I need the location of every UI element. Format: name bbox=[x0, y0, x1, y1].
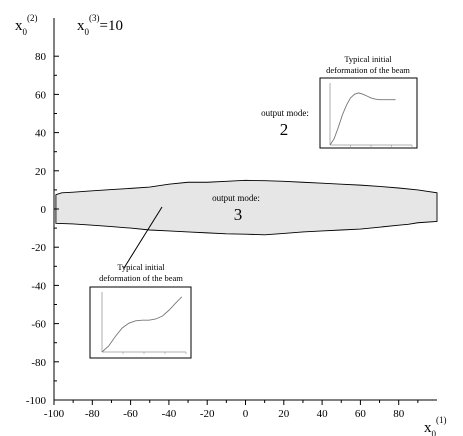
y-tick-label: 20 bbox=[35, 166, 47, 178]
x-tick-label: 40 bbox=[317, 408, 329, 420]
x-ticks: -100 -80 -60 -40 -20 0 20 40 60 80 bbox=[44, 400, 419, 420]
inset-lower-title-1: Typical initial bbox=[117, 262, 165, 272]
y-tick-label: -80 bbox=[31, 357, 46, 369]
x-tick-label: 20 bbox=[278, 408, 290, 420]
inset-upper-curve bbox=[329, 92, 396, 146]
mode2-caption: output mode: bbox=[261, 108, 309, 118]
x-tick-label: -100 bbox=[44, 408, 65, 420]
inset-lower-curve bbox=[101, 296, 183, 353]
y-tick-label: 80 bbox=[35, 51, 47, 63]
y-tick-label: 60 bbox=[35, 89, 47, 101]
inset-lower-frame bbox=[89, 286, 192, 359]
x-tick-label: 0 bbox=[243, 408, 249, 420]
y-tick-label: 40 bbox=[35, 128, 47, 140]
x-tick-label: -60 bbox=[123, 408, 138, 420]
inset-upper-frame bbox=[319, 77, 418, 149]
region-area bbox=[55, 179, 438, 236]
y-tick-label: -20 bbox=[31, 242, 46, 254]
inset-upper-title-2: deformation of the beam bbox=[326, 65, 410, 75]
x-tick-label: -20 bbox=[200, 408, 215, 420]
x-tick-label: -40 bbox=[162, 408, 177, 420]
mode3-caption: output mode: bbox=[212, 193, 260, 203]
condition-label: x0(3)=10 bbox=[77, 13, 123, 37]
y-tick-label: -40 bbox=[31, 280, 46, 292]
y-axis-label: x0(2) bbox=[15, 13, 38, 37]
x-tick-label: 60 bbox=[355, 408, 367, 420]
y-tick-label: -100 bbox=[26, 395, 47, 407]
x-tick-label: 80 bbox=[393, 408, 405, 420]
x-tick-label: -80 bbox=[85, 408, 100, 420]
mode2-value: 2 bbox=[280, 120, 289, 139]
y-tick-label: 0 bbox=[41, 204, 47, 216]
inset-lower-axes bbox=[101, 292, 187, 354]
leader-line bbox=[123, 206, 163, 269]
inset-upper-title-1: Typical initial bbox=[344, 54, 392, 64]
y-ticks: -100 -80 -60 -40 -20 0 20 40 60 80 bbox=[26, 51, 59, 407]
mode3-value: 3 bbox=[234, 205, 243, 224]
y-tick-label: -60 bbox=[31, 319, 46, 331]
x-axis-label: x0(1) bbox=[424, 415, 447, 436]
inset-upper-axes bbox=[329, 83, 413, 147]
inset-lower-title-2: deformation of the beam bbox=[99, 273, 183, 283]
